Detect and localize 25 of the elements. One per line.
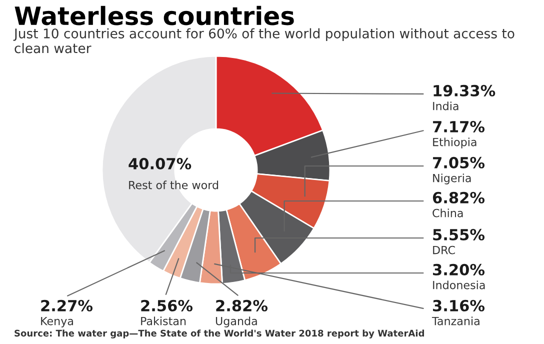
data-label: 6.82%	[432, 192, 485, 204]
data-label: 40.07%	[128, 158, 192, 170]
slice-label: Uganda	[216, 316, 257, 328]
slice-label: Pakistan	[141, 316, 186, 326]
data-label: 3.20%	[433, 264, 485, 276]
slice-label: Kenya	[41, 316, 73, 328]
slice-label: Tanzania	[432, 316, 480, 326]
slice-label: China	[432, 208, 463, 218]
slice-label: Indonesia	[433, 280, 485, 290]
data-label: 19.33%	[434, 84, 496, 96]
data-label: 7.17%	[433, 120, 485, 132]
slice-label: Ethiopia	[433, 138, 476, 148]
data-label: 2.27%	[41, 300, 93, 312]
slice-label: DRC	[433, 246, 455, 254]
data-label: 2.56%	[141, 300, 193, 312]
data-label: 3.16%	[433, 300, 485, 312]
chart-title: Waterless countries	[14, 6, 294, 26]
data-label: 7.05%	[433, 156, 485, 168]
chart-subtitle: Just 10 countries account for 60% of the world population without access to clean water	[13, 28, 514, 54]
slice-label: Nigeria	[433, 174, 471, 184]
data-label: 2.82%	[216, 300, 268, 312]
data-label: 5.55%	[433, 228, 485, 240]
slice-label: India	[433, 102, 458, 110]
source-note: Source: The water gap—The State of the World's Water 2018 report by WaterAid	[14, 330, 424, 338]
slice-label: Rest of the word	[129, 180, 218, 190]
